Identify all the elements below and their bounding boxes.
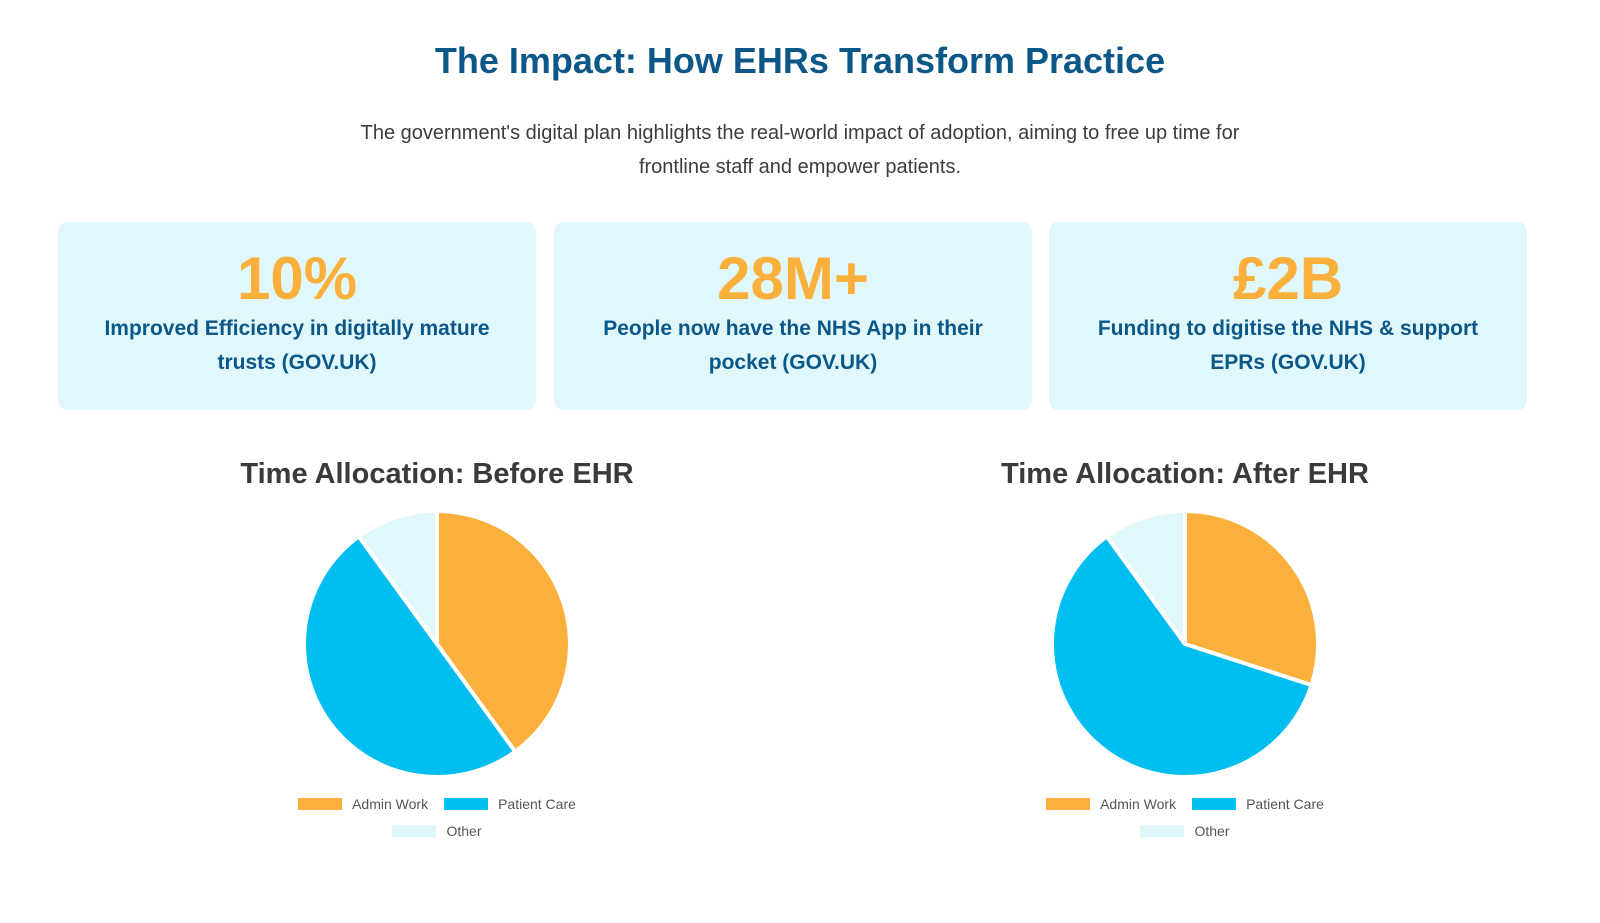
pie-slice-admin[interactable] (1183, 509, 1320, 688)
legend-item-patient[interactable]: Patient Care (444, 796, 576, 812)
legend-item-patient[interactable]: Patient Care (1192, 796, 1324, 812)
legend-after: Admin Work Patient Care Other (935, 790, 1435, 844)
stat-value: 10% (236, 245, 358, 312)
intro-text: The government's digital plan highlights… (360, 122, 1240, 178)
pie-slice-patient[interactable] (1050, 534, 1314, 779)
stat-value: £2B (1232, 245, 1344, 312)
stat-value: 28M+ (717, 245, 869, 312)
pie-slice-patient[interactable] (302, 534, 518, 779)
pie-slice-admin[interactable] (435, 509, 572, 754)
legend-swatch-other (392, 824, 437, 837)
stat-card-efficiency: 10% Improved Efficiency in digitally mat… (58, 222, 536, 410)
legend-label: Admin Work (1100, 795, 1177, 812)
pie-chart-before (302, 509, 572, 779)
legend-swatch-patient (1192, 797, 1237, 810)
pie-chart-after (1050, 509, 1320, 779)
stat-label: People now have the NHS App in their poc… (603, 317, 983, 374)
chart-title-after: Time Allocation: After EHR (1001, 458, 1369, 490)
legend-swatch-admin (1046, 797, 1091, 810)
page-title: The Impact: How EHRs Transform Practice (434, 40, 1166, 81)
legend-label: Other (1194, 822, 1230, 839)
stat-card-nhs-app: 28M+ People now have the NHS App in thei… (554, 222, 1032, 410)
chart-title-before: Time Allocation: Before EHR (240, 458, 634, 490)
legend-swatch-admin (298, 797, 343, 810)
legend-before: Admin Work Patient Care Other (187, 790, 687, 844)
stat-card-funding: £2B Funding to digitise the NHS & suppor… (1049, 222, 1527, 410)
legend-item-admin[interactable]: Admin Work (298, 796, 428, 812)
legend-item-other[interactable]: Other (1140, 822, 1230, 839)
legend-swatch-patient (444, 797, 489, 810)
legend-label: Admin Work (352, 795, 429, 812)
legend-label: Patient Care (498, 795, 576, 812)
pie-slice-other[interactable] (1104, 509, 1187, 646)
legend-swatch-other (1140, 824, 1185, 837)
stat-cards: 10% Improved Efficiency in digitally mat… (58, 222, 1548, 410)
legend-item-other[interactable]: Other (392, 822, 482, 839)
legend-label: Patient Care (1246, 795, 1324, 812)
legend-item-admin[interactable]: Admin Work (1046, 796, 1176, 812)
stat-label: Improved Efficiency in digitally mature … (104, 317, 490, 374)
pie-slice-other[interactable] (356, 509, 439, 646)
legend-label: Other (446, 822, 482, 839)
stat-label: Funding to digitise the NHS & support EP… (1097, 317, 1479, 374)
